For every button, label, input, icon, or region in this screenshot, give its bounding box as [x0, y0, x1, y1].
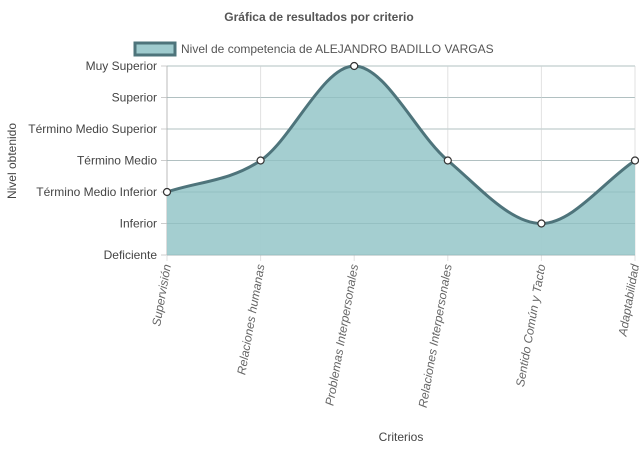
x-tick-label: Adaptabilidad	[615, 263, 639, 338]
data-point[interactable]	[350, 61, 359, 71]
x-tick-label: Sentido Común y Tacto	[513, 263, 548, 388]
x-axis-label: Criterios	[379, 430, 424, 444]
x-tick-label: Relaciones Interpersonales	[416, 263, 455, 409]
y-tick-label: Muy Superior	[86, 59, 157, 73]
plot-area	[162, 61, 639, 256]
y-axis-ticks: Deficiente Inferior Término Medio Inferior…	[28, 59, 157, 262]
legend-label: Nivel de competencia de ALEJANDRO BADILL…	[181, 42, 494, 56]
y-tick-label: Término Medio Inferior	[36, 185, 157, 199]
x-tick-label: Problemas Interpersonales	[322, 263, 361, 407]
y-tick-label: Término Medio	[77, 154, 157, 168]
data-point[interactable]	[162, 187, 172, 197]
x-axis-ticks: Supervisión Relaciones humanas Problemas I…	[149, 263, 639, 409]
y-tick-label: Superior	[112, 91, 157, 105]
legend[interactable]: Nivel de competencia de ALEJANDRO BADILL…	[133, 41, 494, 57]
data-point[interactable]	[630, 156, 639, 165]
legend-swatch	[133, 41, 177, 57]
x-tick-label: Relaciones humanas	[234, 263, 267, 376]
data-point[interactable]	[537, 219, 546, 228]
data-point[interactable]	[256, 156, 265, 165]
y-tick-label: Inferior	[120, 217, 157, 231]
y-tick-label: Deficiente	[104, 248, 158, 262]
data-point[interactable]	[443, 156, 452, 165]
y-axis-label: Nivel obtenido	[5, 123, 19, 199]
series-area	[167, 66, 635, 255]
chart-title: Gráfica de resultados por criterio	[224, 10, 413, 24]
y-tick-label: Término Medio Superior	[28, 122, 157, 136]
x-tick-label: Supervisión	[149, 263, 174, 328]
